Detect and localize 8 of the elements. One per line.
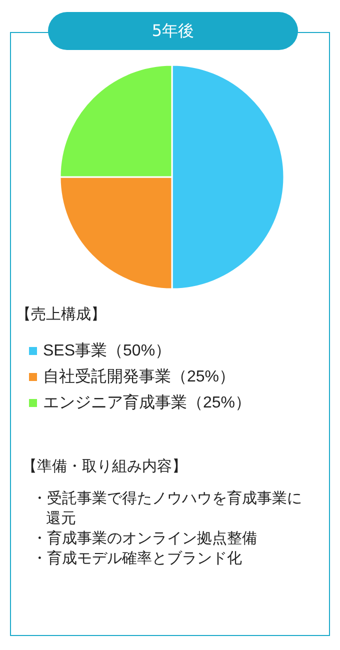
- legend-title: 【売上構成】: [16, 306, 106, 323]
- text: 【準備・取り組み内容】: [22, 456, 188, 476]
- legend-label: エンジニア育成事業（25%）: [43, 394, 252, 412]
- legend-label: 自社受託開発事業（25%）: [43, 368, 236, 386]
- legend-label: SES事業（50%）: [43, 342, 172, 360]
- text: ・受託事業で得たノウハウを育成事業に還元: [32, 488, 303, 528]
- text: ・育成事業のオンライン拠点整備: [32, 528, 258, 548]
- text: ・育成モデル確率とブランド化: [32, 548, 243, 568]
